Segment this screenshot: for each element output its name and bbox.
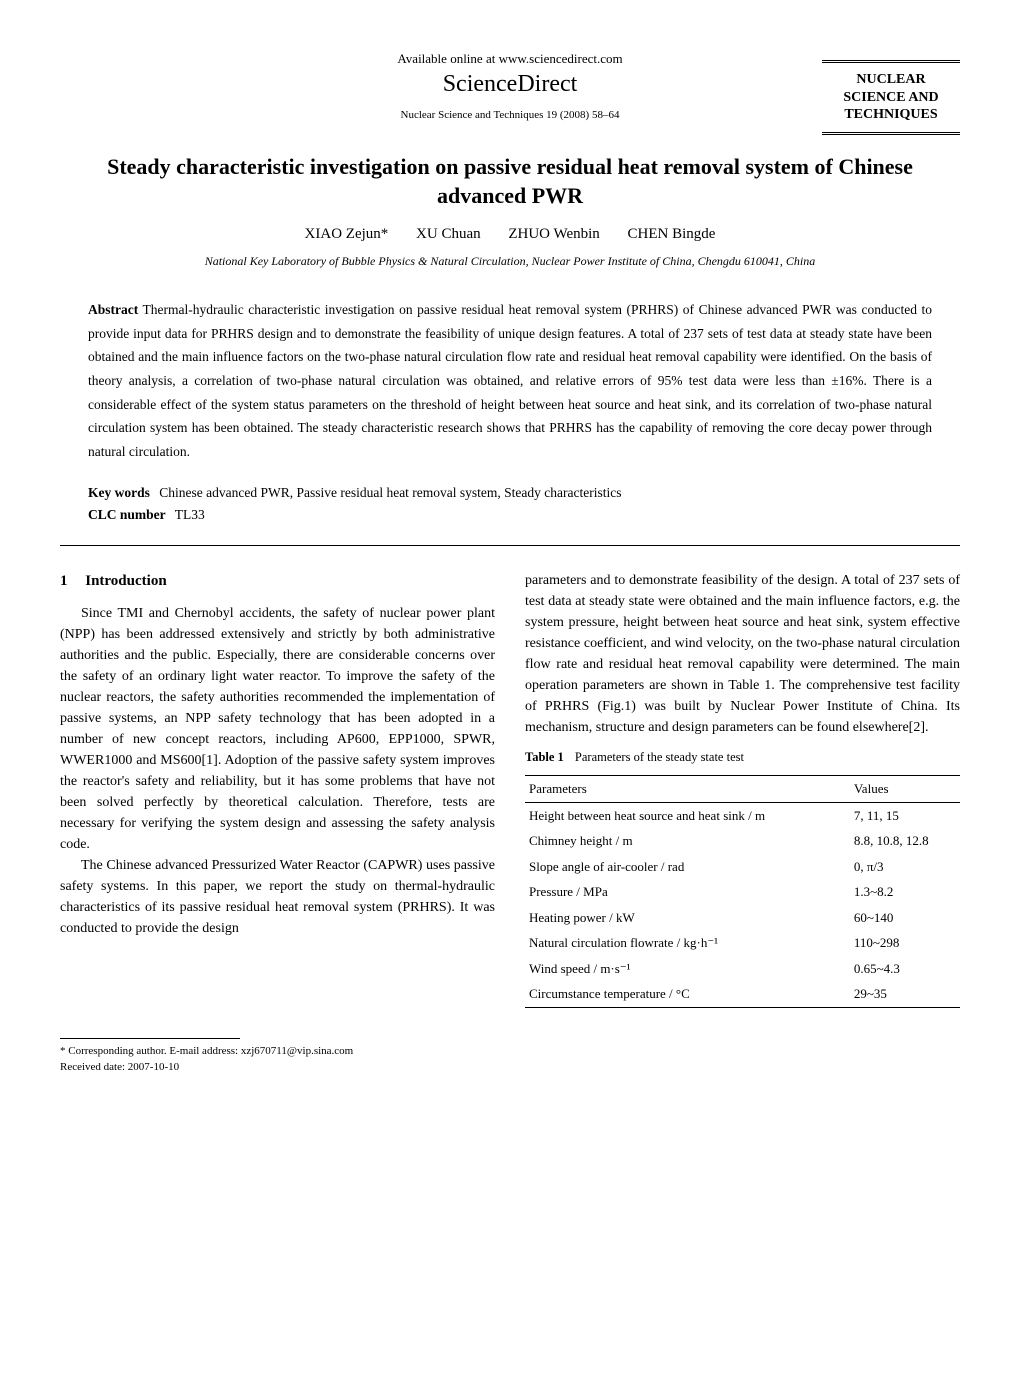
keywords-label: Key words <box>88 485 150 500</box>
parameters-table: Parameters Values Height between heat so… <box>525 775 960 1008</box>
journal-title-box: NUCLEAR SCIENCE AND TECHNIQUES <box>822 60 960 135</box>
table-row: Slope angle of air-cooler / rad0, π/3 <box>525 854 960 880</box>
author-4: CHEN Bingde <box>628 226 716 242</box>
table-row: Heating power / kW60~140 <box>525 905 960 931</box>
clc-line: CLC number TL33 <box>88 506 932 525</box>
author-3: ZHUO Wenbin <box>508 226 599 242</box>
clc-label: CLC number <box>88 507 166 522</box>
table-row: Chimney height / m8.8, 10.8, 12.8 <box>525 828 960 854</box>
section-title: Introduction <box>85 573 166 589</box>
table-row: Wind speed / m·s⁻¹0.65~4.3 <box>525 956 960 982</box>
author-1: XIAO Zejun* <box>305 226 389 242</box>
table-header-parameters: Parameters <box>525 776 850 803</box>
keywords-line: Key words Chinese advanced PWR, Passive … <box>88 484 932 503</box>
article-title: Steady characteristic investigation on p… <box>60 153 960 210</box>
table-1-caption: Table 1 Parameters of the steady state t… <box>525 748 960 767</box>
intro-paragraph-1: Since TMI and Chernobyl accidents, the s… <box>60 603 495 855</box>
intro-paragraph-3: parameters and to demonstrate feasibilit… <box>525 570 960 738</box>
divider <box>60 545 960 546</box>
right-column: parameters and to demonstrate feasibilit… <box>525 570 960 1007</box>
author-list: XIAO Zejun* XU Chuan ZHUO Wenbin CHEN Bi… <box>60 224 960 245</box>
abstract-block: Abstract Thermal-hydraulic characteristi… <box>88 298 932 463</box>
author-affiliation: National Key Laboratory of Bubble Physic… <box>60 253 960 270</box>
table-header-values: Values <box>850 776 960 803</box>
table-row: Pressure / MPa1.3~8.2 <box>525 879 960 905</box>
footnote-rule <box>60 1038 240 1039</box>
left-column: 1 Introduction Since TMI and Chernobyl a… <box>60 570 495 1007</box>
table-row: Natural circulation flowrate / kg·h⁻¹110… <box>525 930 960 956</box>
table-row: Height between heat source and heat sink… <box>525 802 960 828</box>
author-2: XU Chuan <box>416 226 481 242</box>
intro-paragraph-2: The Chinese advanced Pressurized Water R… <box>60 855 495 939</box>
section-number: 1 <box>60 573 68 589</box>
received-date-footnote: Received date: 2007-10-10 <box>60 1059 960 1076</box>
table-row: Circumstance temperature / °C29~35 <box>525 981 960 1007</box>
clc-text: TL33 <box>175 507 205 522</box>
corresponding-author-footnote: * Corresponding author. E-mail address: … <box>60 1043 960 1060</box>
table-label: Table 1 <box>525 750 564 764</box>
keywords-text: Chinese advanced PWR, Passive residual h… <box>159 485 621 500</box>
abstract-text: Thermal-hydraulic characteristic investi… <box>88 302 932 459</box>
abstract-label: Abstract <box>88 302 138 317</box>
table-caption-text: Parameters of the steady state test <box>575 750 744 764</box>
section-1-heading: 1 Introduction <box>60 570 495 593</box>
